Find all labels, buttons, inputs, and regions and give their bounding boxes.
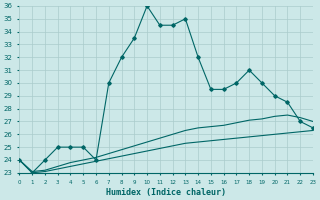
X-axis label: Humidex (Indice chaleur): Humidex (Indice chaleur) <box>106 188 226 197</box>
